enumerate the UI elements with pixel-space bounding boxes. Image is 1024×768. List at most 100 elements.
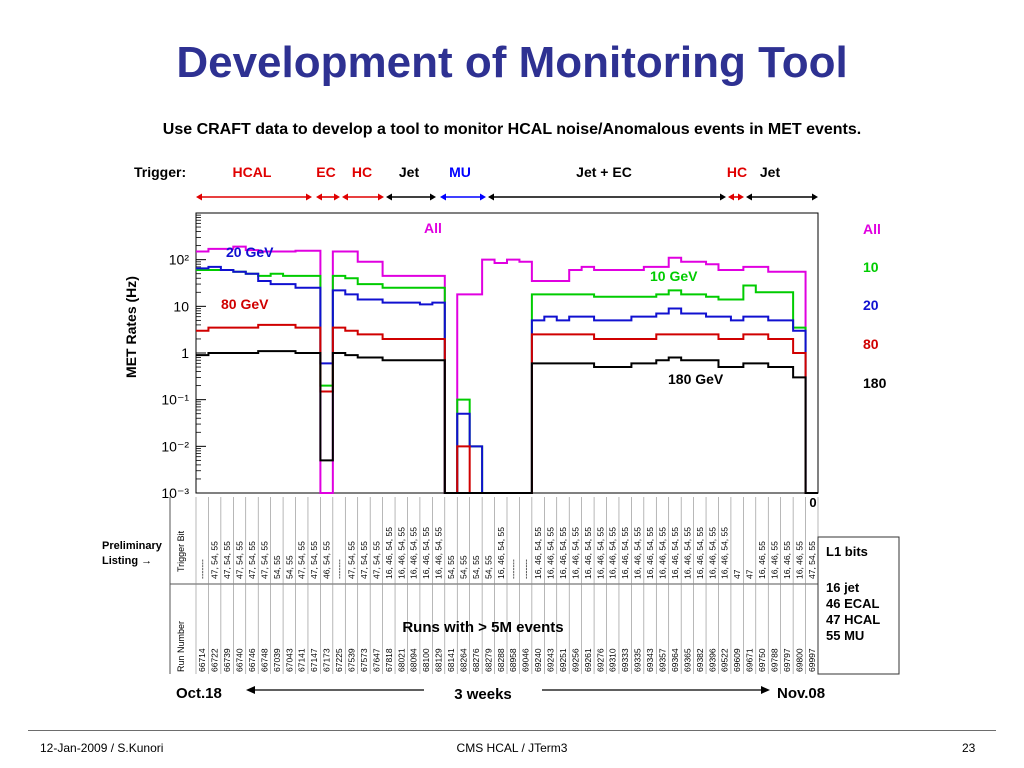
run-number-cell: 69997 bbox=[807, 648, 817, 672]
run-number-cell: 67225 bbox=[334, 648, 344, 672]
y-axis-ticks: 1 10 10² 10⁻¹ 10⁻² 10⁻³ 0 bbox=[161, 214, 817, 510]
run-number-cell: 66714 bbox=[197, 648, 207, 672]
l1-bit-entry: 16 jet bbox=[826, 580, 860, 595]
run-number-cell: 68100 bbox=[421, 648, 431, 672]
trigger-segment-label: Jet bbox=[760, 164, 781, 180]
run-number-cell: 69310 bbox=[608, 648, 618, 672]
run-number-cell: 69382 bbox=[695, 648, 705, 672]
run-number-cell: 69251 bbox=[558, 648, 568, 672]
run-number-cell: 68264 bbox=[458, 648, 468, 672]
legend-entry: 10 bbox=[863, 259, 879, 275]
preliminary-listing-line2: Listing → bbox=[102, 555, 152, 567]
series-line-All bbox=[196, 245, 818, 494]
trigger-bit-cell: 16, 46, 54, 55 bbox=[645, 527, 655, 579]
run-number-header: Run Number bbox=[176, 621, 186, 672]
trigger-span-arrowheads bbox=[386, 193, 436, 201]
trigger-bit-cell: 16, 46, 54, 55 bbox=[720, 527, 730, 579]
run-number-cell: 69046 bbox=[521, 648, 531, 672]
footer-left: 12-Jan-2009 / S.Kunori bbox=[40, 741, 164, 755]
trigger-label: Trigger: bbox=[134, 164, 186, 180]
series-annotation: 180 GeV bbox=[668, 371, 724, 387]
series-annotation: 10 GeV bbox=[650, 268, 698, 284]
trigger-segment-label: MU bbox=[449, 164, 471, 180]
trigger-segment-label: Jet + EC bbox=[576, 164, 632, 180]
trigger-bit-cell: 16, 46, 54, 55 bbox=[546, 527, 556, 579]
trigger-bit-cell: 16, 46, 54, 55 bbox=[558, 527, 568, 579]
footer-rule bbox=[28, 730, 996, 731]
trigger-bit-cell: 16, 46, 54, 55 bbox=[707, 527, 717, 579]
trigger-bit-cell: 47 bbox=[732, 569, 742, 579]
run-number-cell: 69276 bbox=[595, 648, 605, 672]
run-number-cell: 69800 bbox=[794, 648, 804, 672]
l1-bit-entry: 55 MU bbox=[826, 628, 864, 643]
y-axis-label: MET Rates (Hz) bbox=[123, 276, 139, 378]
run-number-cell: 69240 bbox=[533, 648, 543, 672]
legend-entry: 20 bbox=[863, 297, 879, 313]
run-number-cell: 68288 bbox=[496, 648, 506, 672]
series-lines bbox=[196, 245, 818, 494]
run-number-cell: 68279 bbox=[483, 648, 493, 672]
run-number-cell: 67147 bbox=[309, 648, 319, 672]
legend-entry: All bbox=[863, 221, 881, 237]
plot-border bbox=[195, 212, 819, 494]
run-number-cell: 69333 bbox=[620, 648, 630, 672]
trigger-bit-cell: 47, 54, 55 bbox=[371, 541, 381, 579]
y-tick-label: 10⁻³ bbox=[161, 485, 189, 501]
run-number-cell: 67039 bbox=[272, 648, 282, 672]
run-number-cell: 67043 bbox=[284, 648, 294, 672]
trigger-segment-label: HCAL bbox=[233, 164, 272, 180]
footer-page-number: 23 bbox=[962, 741, 976, 755]
trigger-bit-cell: 16, 46, 54, 55 bbox=[570, 527, 580, 579]
met-rate-chart: Trigger: HCAL EC HC Jet MU Jet + EC HC Jet 1 10 10… bbox=[102, 164, 900, 703]
y-tick-label: 10⁻¹ bbox=[161, 392, 189, 408]
trigger-bit-cell: 16, 46, 54, 55 bbox=[583, 527, 593, 579]
trigger-bar: Trigger: HCAL EC HC Jet MU Jet + EC HC Jet bbox=[134, 164, 818, 201]
legend-entry: 180 bbox=[863, 375, 887, 391]
timeline-right-arrowhead bbox=[761, 686, 770, 694]
trigger-bit-cell: 47, 54, 55 bbox=[235, 541, 245, 579]
run-number-cell: 67141 bbox=[297, 648, 307, 672]
run-number-cell: 68958 bbox=[508, 648, 518, 672]
series-line-10 bbox=[196, 269, 818, 494]
run-number-cell: 67539 bbox=[347, 648, 357, 672]
run-number-cell: 69364 bbox=[670, 648, 680, 672]
run-number-cell: 67573 bbox=[359, 648, 369, 672]
run-number-cell: 68141 bbox=[446, 648, 456, 672]
trigger-segment-label: HC bbox=[727, 164, 747, 180]
trigger-bit-cell: 16, 46, 54, 55 bbox=[409, 527, 419, 579]
l1-box-border bbox=[817, 536, 900, 675]
trigger-bit-cell: 16, 46, 54, 55 bbox=[608, 527, 618, 579]
trigger-bit-cell: 47, 54, 55 bbox=[359, 541, 369, 579]
trigger-bit-cell: 47, 54, 55 bbox=[807, 541, 817, 579]
run-table: Preliminary Listing → Trigger Bit Run Numbe… bbox=[102, 497, 819, 674]
run-number-cell: 69357 bbox=[658, 648, 668, 672]
trigger-bit-cell: 46, 54, 55 bbox=[322, 541, 332, 579]
run-number-cell: 69343 bbox=[645, 648, 655, 672]
run-number-cell: 69797 bbox=[782, 648, 792, 672]
trigger-bit-cell: 47, 54, 55 bbox=[222, 541, 232, 579]
series-annotation: 80 GeV bbox=[221, 296, 269, 312]
trigger-bit-cell: 54, 55 bbox=[471, 555, 481, 579]
run-number-cell: 67818 bbox=[384, 648, 394, 672]
timeline-left-arrowhead bbox=[246, 686, 255, 694]
run-number-cell: 69750 bbox=[757, 648, 767, 672]
run-number-cell: 69365 bbox=[682, 648, 692, 672]
trigger-bit-cell: 47, 54, 55 bbox=[347, 541, 357, 579]
trigger-bit-cell: 54, 55 bbox=[446, 555, 456, 579]
trigger-bit-cell: 54, 55 bbox=[483, 555, 493, 579]
trigger-bit-cell: 16, 46, 54, 55 bbox=[384, 527, 394, 579]
timeline-start: Oct.18 bbox=[176, 685, 222, 702]
trigger-segment-label: Jet bbox=[399, 164, 420, 180]
trigger-bit-cell: 16, 46, 55 bbox=[757, 541, 767, 579]
trigger-bit-cell: 54, 55 bbox=[272, 555, 282, 579]
trigger-bit-cell: 47, 54, 55 bbox=[259, 541, 269, 579]
trigger-bit-cell: ------- bbox=[197, 559, 207, 579]
trigger-bit-header: Trigger Bit bbox=[176, 530, 186, 572]
trigger-bit-cell: 47, 54, 55 bbox=[247, 541, 257, 579]
trigger-bit-cell: 16, 46, 54, 55 bbox=[670, 527, 680, 579]
run-number-cell: 68021 bbox=[396, 648, 406, 672]
trigger-bit-cell: 16, 46, 54, 55 bbox=[434, 527, 444, 579]
run-number-cell: 69609 bbox=[732, 648, 742, 672]
runs-note: Runs with > 5M events bbox=[402, 619, 563, 636]
run-number-cell: 69335 bbox=[633, 648, 643, 672]
